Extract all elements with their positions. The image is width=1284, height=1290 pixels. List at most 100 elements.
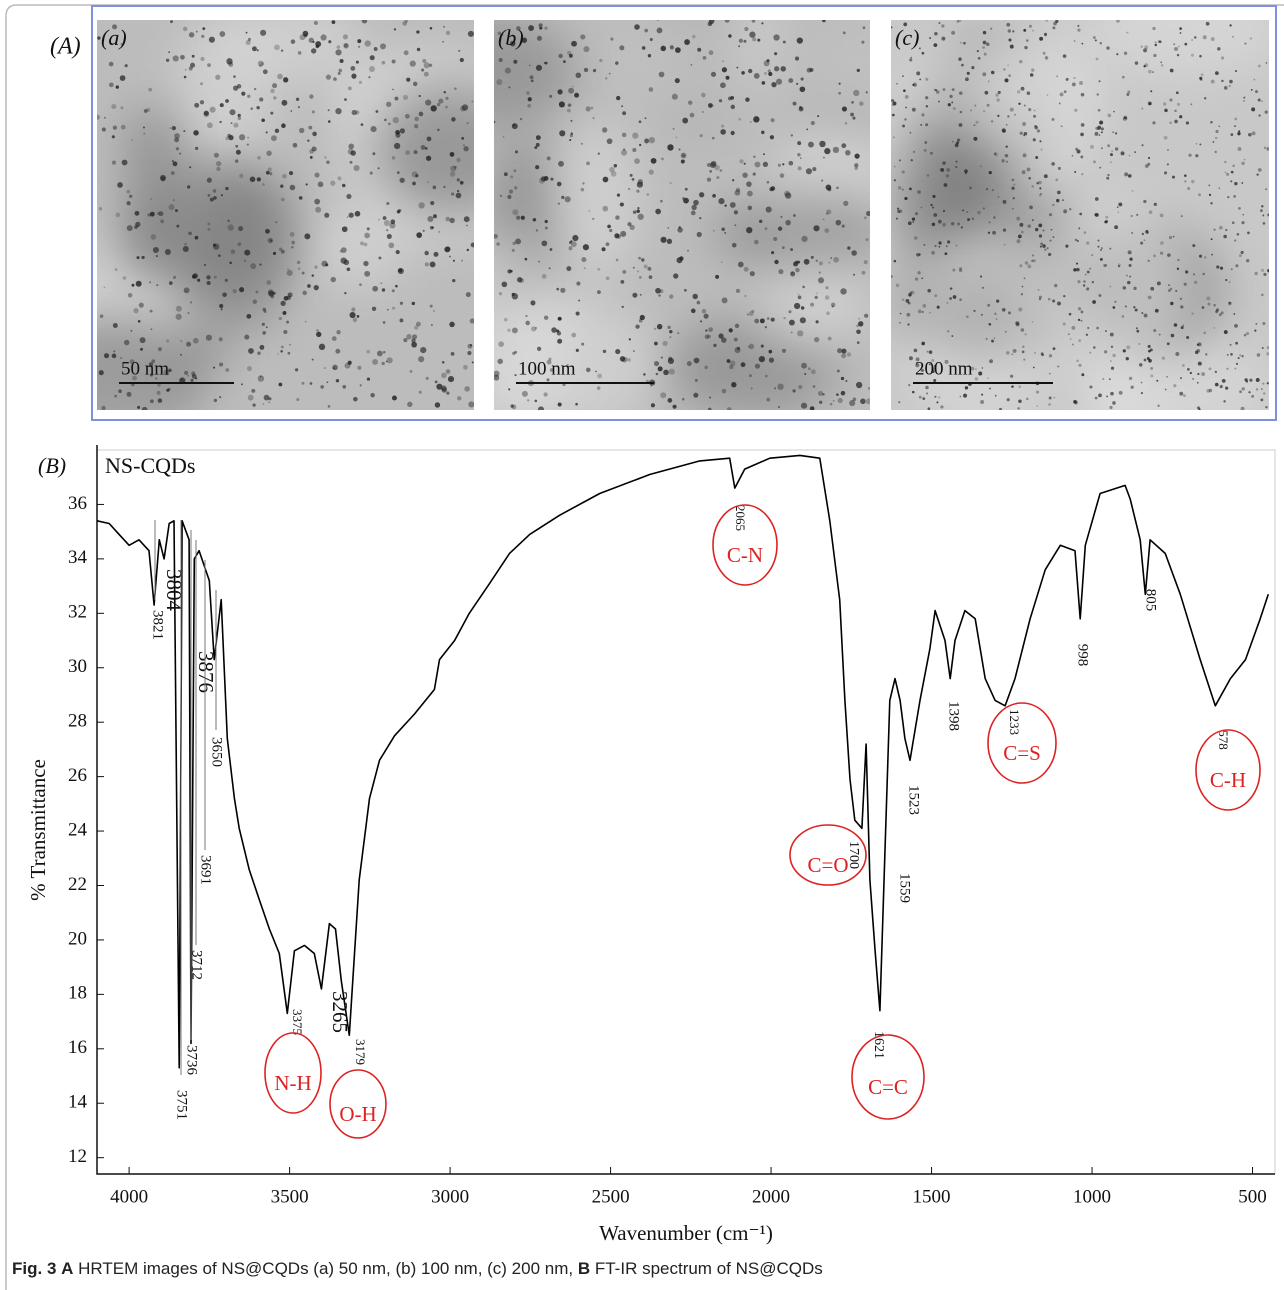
- particle: [1044, 33, 1047, 37]
- particle: [443, 26, 445, 28]
- particle: [1114, 300, 1117, 303]
- particle: [1254, 271, 1258, 276]
- particle: [1163, 171, 1168, 175]
- particle: [1208, 367, 1212, 371]
- particle: [696, 231, 702, 238]
- particle: [103, 116, 106, 119]
- particle: [1039, 187, 1042, 190]
- particle: [810, 369, 816, 375]
- particle: [535, 135, 541, 141]
- particle: [570, 241, 577, 248]
- particle: [364, 232, 371, 239]
- particle: [120, 124, 126, 130]
- particle: [1122, 349, 1126, 353]
- particle: [1076, 149, 1081, 154]
- particle: [119, 75, 126, 81]
- particle: [1126, 345, 1131, 350]
- particle: [1105, 264, 1108, 267]
- particle: [246, 313, 252, 319]
- particle: [1114, 132, 1118, 135]
- particle: [438, 98, 444, 104]
- particle: [822, 218, 825, 221]
- particle: [1200, 73, 1204, 77]
- particle: [1007, 29, 1011, 33]
- particle: [627, 222, 632, 227]
- particle: [840, 288, 847, 295]
- particle: [1073, 268, 1077, 272]
- particle: [781, 246, 785, 250]
- particle: [572, 85, 574, 88]
- particle: [171, 125, 176, 131]
- particle: [471, 100, 474, 103]
- particle: [669, 336, 672, 339]
- particle: [1265, 405, 1268, 409]
- particle: [124, 64, 128, 68]
- particle: [344, 98, 347, 101]
- particle: [259, 64, 262, 68]
- particle: [172, 161, 178, 167]
- particle: [942, 222, 946, 227]
- particle: [207, 227, 211, 231]
- particle: [386, 357, 393, 364]
- particle: [959, 91, 963, 95]
- particle: [1127, 250, 1132, 255]
- particle: [1255, 388, 1259, 391]
- particle: [1140, 45, 1143, 48]
- particle: [768, 357, 775, 363]
- caption-panel-a: A: [61, 1259, 73, 1278]
- particle: [369, 55, 375, 61]
- particle: [632, 210, 637, 214]
- particle: [424, 262, 429, 267]
- particle: [1098, 134, 1101, 137]
- particle: [991, 339, 994, 343]
- particle: [566, 266, 572, 272]
- particle: [249, 176, 256, 183]
- particle: [754, 161, 761, 168]
- particle: [280, 184, 284, 188]
- particle: [1240, 250, 1244, 255]
- particle: [1081, 173, 1084, 176]
- particle: [184, 68, 187, 71]
- particle: [1056, 301, 1061, 306]
- particle: [1063, 294, 1066, 298]
- particle: [1150, 286, 1155, 291]
- particle: [605, 242, 610, 247]
- particle: [583, 267, 586, 270]
- particle: [732, 179, 735, 182]
- particle: [932, 206, 935, 209]
- particle: [721, 227, 725, 231]
- particle: [1190, 53, 1195, 57]
- particle: [769, 187, 774, 192]
- particle: [1161, 356, 1166, 360]
- particle: [1262, 392, 1266, 395]
- particle: [1182, 324, 1185, 327]
- particle: [1148, 210, 1153, 214]
- particle: [982, 46, 985, 49]
- particle: [942, 88, 946, 92]
- particle: [1050, 228, 1053, 231]
- particle: [945, 174, 950, 178]
- particle: [908, 384, 911, 387]
- particle: [667, 357, 675, 365]
- particle: [304, 320, 307, 323]
- particle: [259, 375, 262, 378]
- particle: [1140, 391, 1143, 395]
- particle: [1079, 81, 1083, 85]
- particle: [1036, 181, 1039, 185]
- particle: [324, 212, 330, 218]
- particle: [126, 189, 131, 194]
- particle: [865, 238, 869, 242]
- particle: [961, 63, 964, 67]
- particle: [1232, 35, 1234, 38]
- texture-blob: [1087, 20, 1269, 78]
- particle: [1095, 57, 1099, 61]
- particle: [1071, 82, 1076, 87]
- particle: [363, 242, 368, 247]
- particle: [958, 123, 963, 127]
- particle: [112, 323, 118, 328]
- particle: [656, 323, 663, 330]
- particle: [956, 20, 960, 23]
- particle: [544, 226, 548, 230]
- particle: [925, 105, 929, 108]
- particle: [99, 314, 104, 319]
